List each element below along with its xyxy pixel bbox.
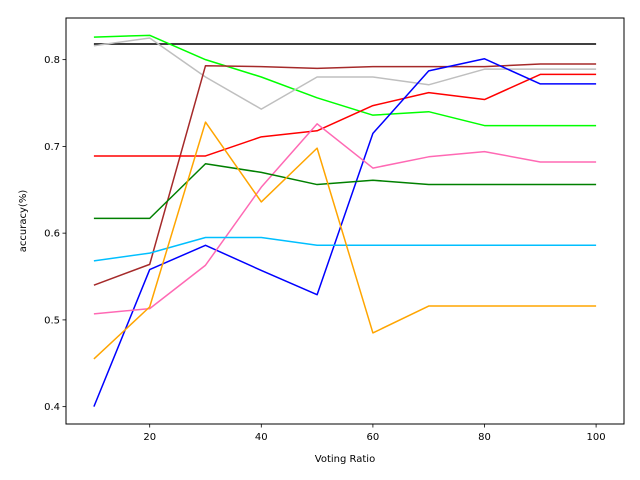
series-line-7 <box>93 123 597 315</box>
y-tick-label: 0.6 <box>44 229 60 240</box>
series-line-3 <box>93 37 597 110</box>
y-tick-label: 0.7 <box>44 142 60 153</box>
series-line-6 <box>93 58 597 407</box>
x-tick-label: 40 <box>255 432 268 443</box>
series-line-4 <box>93 63 597 286</box>
y-tick-label: 0.8 <box>44 55 60 66</box>
y-axis-label: accuracy(%) <box>18 190 29 253</box>
x-axis-label: Voting Ratio <box>315 454 375 465</box>
y-tick-label: 0.5 <box>44 315 60 326</box>
series-line-10 <box>93 121 597 360</box>
x-axis: 20 40 60 80 100 <box>143 424 606 443</box>
series-line-8 <box>93 162 597 220</box>
x-tick-label: 80 <box>478 432 491 443</box>
series-layer <box>93 34 597 407</box>
x-tick-label: 20 <box>143 432 156 443</box>
series-line-9 <box>93 236 597 262</box>
x-tick-label: 100 <box>587 432 606 443</box>
y-axis: 0.4 0.5 0.6 0.7 0.8 <box>44 55 66 413</box>
y-tick-label: 0.4 <box>44 402 60 413</box>
series-line-5 <box>93 73 597 157</box>
series-line-2 <box>93 34 597 127</box>
x-tick-label: 60 <box>367 432 380 443</box>
plot-frame <box>65 17 625 425</box>
